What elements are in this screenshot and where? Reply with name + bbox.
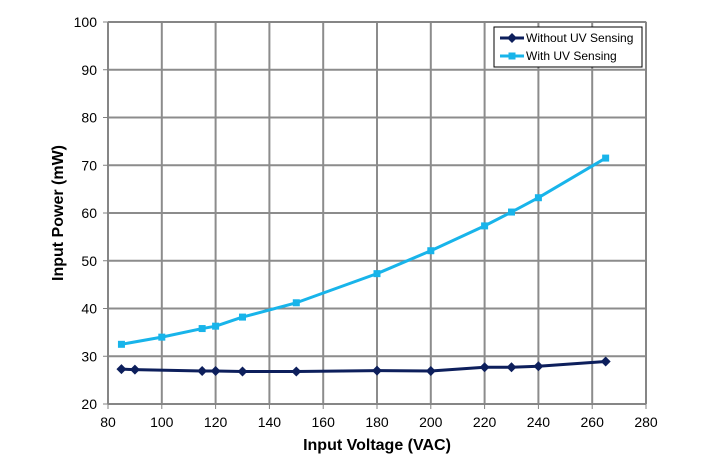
- data-point: [210, 366, 221, 377]
- data-point: [534, 194, 542, 202]
- y-tick-label: 50: [81, 253, 97, 269]
- data-point: [116, 364, 127, 375]
- data-point: [129, 364, 140, 375]
- x-tick-label: 260: [581, 414, 605, 430]
- legend-box: [493, 26, 643, 68]
- series-line: [121, 156, 607, 346]
- x-tick-label: 80: [100, 414, 116, 430]
- y-tick-label: 40: [81, 301, 97, 317]
- x-tick-label: 160: [312, 414, 336, 430]
- legend-label: Without UV Sensing: [526, 31, 633, 45]
- data-point: [158, 333, 166, 341]
- data-point: [197, 366, 208, 377]
- legend-item-2: With UV Sensing: [500, 49, 617, 63]
- legend-swatch-marker: [507, 33, 517, 43]
- data-point: [602, 154, 610, 162]
- data-point: [508, 208, 515, 216]
- legend: Without UV Sensing With UV Sensing: [493, 26, 643, 68]
- y-axis-title: Input Power (mW): [50, 145, 67, 281]
- legend-item-1: Without UV Sensing: [500, 31, 633, 45]
- x-tick-label: 120: [204, 414, 228, 430]
- data-point: [427, 247, 435, 255]
- x-tick-label: 280: [634, 414, 658, 430]
- x-tick-label: 140: [258, 414, 282, 430]
- x-tick-label: 200: [419, 414, 443, 430]
- data-point: [481, 222, 489, 230]
- y-tick-label: 60: [81, 205, 97, 221]
- data-point: [373, 270, 381, 278]
- data-point: [372, 365, 382, 376]
- data-point: [291, 366, 302, 377]
- legend-label: With UV Sensing: [526, 49, 617, 63]
- data-point: [533, 361, 544, 372]
- legend-swatch-marker: [508, 52, 516, 60]
- y-tick-label: 90: [81, 62, 97, 78]
- data-point: [506, 362, 517, 373]
- series-1: [116, 356, 611, 377]
- data-point: [600, 356, 611, 367]
- x-axis-title: Input Voltage (VAC): [303, 437, 451, 454]
- data-point: [212, 322, 220, 330]
- data-point: [237, 366, 248, 377]
- data-point: [292, 299, 300, 307]
- y-axis-ticks: 20 30 40 50 60 70 80 90 100: [74, 14, 108, 412]
- series-layer: [116, 154, 611, 377]
- x-tick-label: 240: [527, 414, 551, 430]
- x-tick-label: 220: [473, 414, 497, 430]
- x-tick-label: 180: [365, 414, 389, 430]
- y-tick-label: 30: [81, 348, 97, 364]
- x-tick-label: 100: [150, 414, 174, 430]
- y-tick-label: 80: [81, 110, 97, 126]
- y-tick-label: 70: [81, 157, 97, 173]
- data-point: [425, 366, 436, 377]
- data-point: [117, 340, 125, 348]
- x-axis-ticks: 80 100 120 140 160 180 200 220 240 260 280: [100, 404, 658, 430]
- series-2: [117, 154, 610, 348]
- y-tick-label: 100: [74, 14, 98, 30]
- data-point: [198, 325, 206, 333]
- y-tick-label: 20: [81, 396, 97, 412]
- data-point: [239, 313, 246, 321]
- data-point: [479, 362, 490, 373]
